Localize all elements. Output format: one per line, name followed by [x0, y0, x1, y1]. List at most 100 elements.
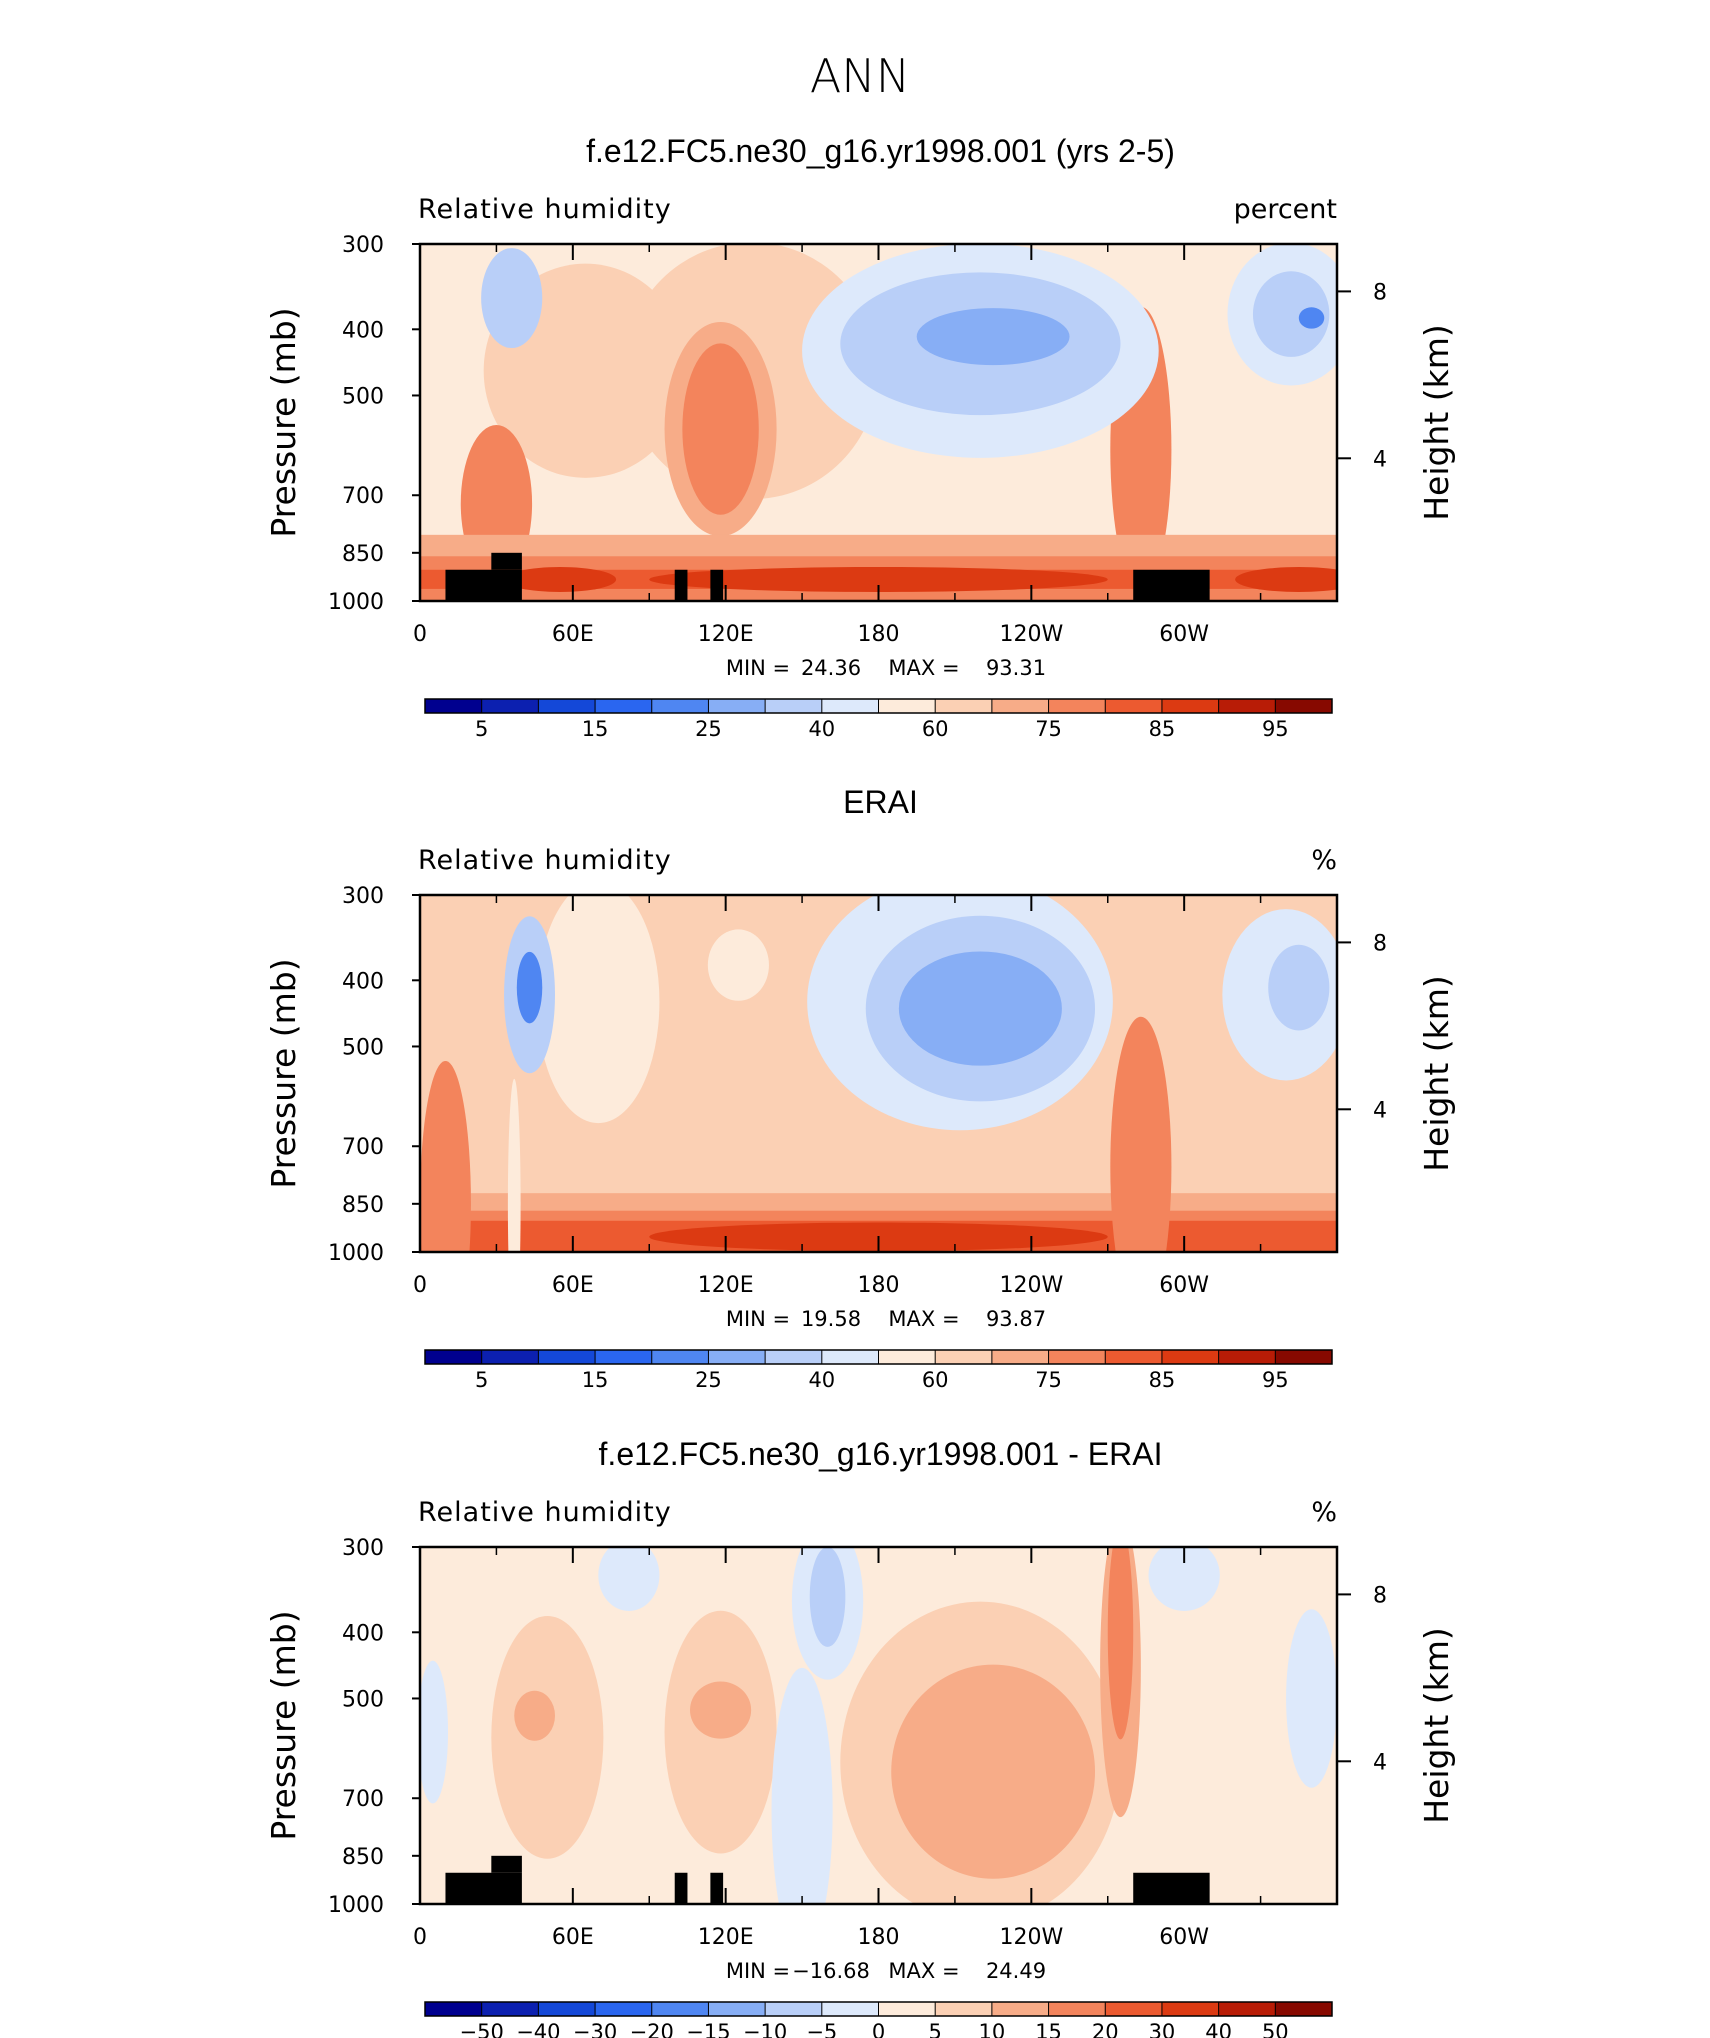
contour-dry-atlantic-3	[1298, 307, 1325, 329]
colorbar-swatch	[878, 1350, 936, 1364]
y-tick-label: 700	[342, 1135, 384, 1160]
contour-bl-max-2	[504, 566, 617, 592]
colorbar-label: 5	[475, 717, 488, 741]
y-right-tick-label: 4	[1373, 447, 1387, 472]
y-axis-right: 8 4 Height (km)	[1337, 280, 1456, 521]
colorbar-label: 50	[1262, 2020, 1289, 2038]
stats-max-label: MAX =	[888, 656, 959, 680]
land-mask-5	[1133, 569, 1210, 601]
colorbar-label: 75	[1035, 1368, 1062, 1392]
colorbar-swatch	[935, 1350, 993, 1364]
colorbar-label: 25	[695, 1368, 722, 1392]
contour-neg-4	[420, 1660, 449, 1804]
colorbar-swatch	[1161, 2002, 1220, 2016]
y-axis-right-label: Height (km)	[1417, 1627, 1456, 1824]
colorbar-swatch	[1161, 699, 1220, 713]
y-tick-label: 1000	[328, 590, 384, 615]
y-tick-label: 700	[342, 484, 384, 509]
colorbar-swatch	[1275, 2002, 1333, 2016]
contour-dry-africa	[481, 248, 543, 349]
y-axis-right-label: Height (km)	[1417, 975, 1456, 1172]
stats-line: MIN = 19.58 MAX = 93.87	[726, 1307, 1046, 1331]
x-tick-label: 180	[858, 1273, 900, 1298]
x-tick-label: 120W	[999, 1925, 1063, 1950]
y-tick-label: 700	[342, 1787, 384, 1812]
contour-dry-atlantic-2	[1252, 271, 1330, 357]
x-tick-label: 60W	[1159, 622, 1209, 647]
colorbar-swatch	[1105, 2002, 1163, 2016]
colorbar-swatch	[651, 1350, 709, 1364]
x-tick-label: 120E	[698, 1273, 754, 1298]
colorbar-label: 30	[1149, 2020, 1176, 2038]
x-axis: 0 60E 120E 180 120W 60W	[413, 244, 1262, 647]
land-mask-5	[1133, 1872, 1210, 1904]
colorbar-label: −40	[516, 2020, 560, 2038]
colorbar-label: 40	[808, 1368, 835, 1392]
colorbar-swatch	[651, 2002, 709, 2016]
colorbar-swatch	[481, 2002, 539, 2016]
colorbar-label: −30	[573, 2020, 617, 2038]
contour-neg-3	[771, 1667, 833, 1904]
stats-max-value: 93.87	[986, 1307, 1046, 1331]
contour-dry-africa-2	[516, 951, 543, 1024]
x-tick-label: 60E	[552, 1273, 594, 1298]
colorbar-label: 5	[475, 1368, 488, 1392]
colorbar-swatch	[481, 1350, 539, 1364]
colorbar-label: −20	[630, 2020, 674, 2038]
colorbar-swatch	[708, 2002, 766, 2016]
colorbar-label: −15	[686, 2020, 730, 2038]
colorbar-label: −10	[743, 2020, 787, 2038]
stats-max-label: MAX =	[888, 1959, 959, 1983]
colorbar-swatch	[595, 699, 653, 713]
colorbar-swatch	[1218, 699, 1276, 713]
contour-neg-2	[1148, 1547, 1220, 1611]
contour-diff-africa-core	[514, 1690, 556, 1741]
y-right-tick-label: 8	[1373, 1583, 1387, 1608]
colorbar-swatch	[425, 1350, 483, 1364]
units-label: percent	[1234, 194, 1337, 225]
colorbar-swatch	[765, 1350, 823, 1364]
contour-dry-pacific-3	[898, 951, 1062, 1066]
variable-label: Relative humidity	[418, 194, 672, 225]
contour-dry-atlantic-2	[1268, 944, 1330, 1031]
panel-title: f.e12.FC5.ne30_g16.yr1998.001 (yrs 2-5)	[586, 133, 1175, 169]
colorbar-swatch	[1105, 1350, 1163, 1364]
contour-dry-strip	[507, 1078, 521, 1252]
y-tick-label: 300	[342, 884, 384, 909]
stats-max-label: MAX =	[888, 1307, 959, 1331]
panel-title: f.e12.FC5.ne30_g16.yr1998.001 - ERAI	[599, 1436, 1163, 1472]
x-tick-label: 0	[413, 1925, 427, 1950]
x-tick-label: 120E	[698, 622, 754, 647]
x-tick-label: 120E	[698, 1925, 754, 1950]
y-axis-label: Pressure (mb)	[264, 958, 303, 1188]
y-axis: 300 400 500 700 850 1000 Pressure (mb)	[264, 1536, 420, 1918]
colorbar-label: 95	[1262, 717, 1289, 741]
y-axis: 300 400 500 700 850 1000 Pressure (mb)	[264, 884, 420, 1266]
stats-min-label: MIN =	[726, 1959, 790, 1983]
colorbar-swatch	[538, 2002, 596, 2016]
colorbar-label: −5	[806, 2020, 837, 2038]
colorbar-label: 40	[1205, 2020, 1232, 2038]
colorbar-swatch	[1218, 1350, 1276, 1364]
colorbar-label: 15	[582, 717, 609, 741]
land-mask-2	[491, 1855, 522, 1873]
contour-diff-spike-2	[1107, 1547, 1134, 1740]
y-tick-label: 400	[342, 969, 384, 994]
colorbar-label: 60	[922, 717, 949, 741]
y-axis: 300 400 500 700 850 1000 Pressure (mb)	[264, 233, 420, 615]
stats-min-label: MIN =	[726, 1307, 790, 1331]
y-axis-right: 8 4 Height (km)	[1337, 931, 1456, 1172]
colorbar-swatch	[765, 699, 823, 713]
y-tick-label: 500	[342, 1687, 384, 1712]
colorbar-swatch	[991, 699, 1050, 713]
panel-2: 0 60E 120E 180 120W 60W 300 400 500 700 850 1000 Pre…	[264, 784, 1456, 1392]
colorbar-swatch	[821, 1350, 879, 1364]
panel-title: ERAI	[843, 784, 918, 820]
contour-neg-180-2	[809, 1547, 846, 1647]
colorbar-swatch	[651, 699, 709, 713]
colorbar-label: 15	[582, 1368, 609, 1392]
land-mask-4	[710, 569, 724, 601]
contour-bl-max	[649, 566, 1108, 592]
y-tick-label: 1000	[328, 1241, 384, 1266]
